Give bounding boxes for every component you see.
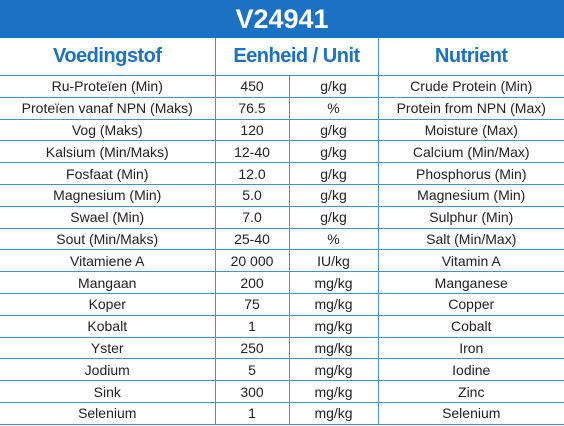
value: 300 bbox=[214, 380, 290, 403]
nutrient-af: Magnesium (Min) bbox=[0, 183, 216, 207]
table-row: Vog (Maks) 120 g/kg Moisture (Max) bbox=[0, 118, 564, 142]
table-row: Yster 250 mg/kg Iron bbox=[0, 336, 564, 360]
unit: g/kg bbox=[288, 140, 379, 164]
nutrient-en: Phosphorus (Min) bbox=[377, 162, 564, 185]
nutrient-en: Selenium bbox=[377, 401, 564, 425]
nutrient-af: Sink bbox=[0, 380, 216, 403]
unit: mg/kg bbox=[288, 292, 379, 316]
table-row: Fosfaat (Min) 12.0 g/kg Phosphorus (Min) bbox=[0, 162, 564, 185]
unit: % bbox=[288, 227, 379, 251]
value: 12-40 bbox=[214, 140, 290, 164]
unit: g/kg bbox=[288, 75, 379, 98]
table-body: Ru-Proteïen (Min) 450 g/kg Crude Protein (M… bbox=[0, 75, 564, 425]
nutrient-af: Swael (Min) bbox=[0, 205, 216, 229]
value: 75 bbox=[214, 292, 290, 316]
unit: mg/kg bbox=[288, 401, 379, 425]
nutrient-en: Crude Protein (Min) bbox=[377, 75, 564, 98]
value: 1 bbox=[214, 314, 290, 338]
table-row: Sout (Min/Maks) 25-40% Salt (Min/Max) bbox=[0, 227, 564, 251]
nutrient-en: Zinc bbox=[377, 380, 564, 403]
value: 1 bbox=[214, 401, 290, 425]
nutrient-en: Salt (Min/Max) bbox=[377, 227, 564, 251]
nutrient-af: Ru-Proteïen (Min) bbox=[0, 75, 216, 98]
value: 76.5 bbox=[214, 96, 290, 120]
unit: mg/kg bbox=[288, 358, 379, 382]
value: 250 bbox=[214, 336, 290, 360]
value: 7.0 bbox=[214, 205, 290, 229]
unit: g/kg bbox=[288, 205, 379, 229]
nutrient-af: Proteïen vanaf NPN (Maks) bbox=[0, 96, 216, 120]
table-row: Sink 300 mg/kg Zinc bbox=[0, 380, 564, 403]
value: 5.0 bbox=[214, 183, 290, 207]
unit: g/kg bbox=[288, 118, 379, 142]
table-row: Vitamiene A 20 000 IU/kg Vitamin A bbox=[0, 249, 564, 273]
unit: % bbox=[288, 96, 379, 120]
table-row: Mangaan 200 mg/kg Manganese bbox=[0, 271, 564, 294]
table-row: Kalsium (Min/Maks) 12-40 g/kg Calcium (Min/… bbox=[0, 140, 564, 164]
nutrient-af: Jodium bbox=[0, 358, 216, 382]
nutrient-af: Koper bbox=[0, 292, 216, 316]
nutrient-af: Mangaan bbox=[0, 271, 216, 294]
nutrient-en: Iron bbox=[377, 336, 564, 360]
nutrient-en: Moisture (Max) bbox=[377, 118, 564, 142]
nutrient-en: Cobalt bbox=[377, 314, 564, 338]
nutrient-af: Sout (Min/Maks) bbox=[0, 227, 216, 251]
table-row: Kobalt 1 mg/kg Cobalt bbox=[0, 314, 564, 338]
value: 25-40 bbox=[214, 227, 290, 251]
nutrient-en: Manganese bbox=[377, 271, 564, 294]
table-row: Swael (Min) 7.0 g/kg Sulphur (Min) bbox=[0, 205, 564, 229]
table-row: Jodium 5 mg/kg Iodine bbox=[0, 358, 564, 382]
nutrient-af: Selenium bbox=[0, 401, 216, 425]
unit: g/kg bbox=[288, 162, 379, 185]
title-bar: V24941 bbox=[0, 0, 564, 38]
value: 200 bbox=[214, 271, 290, 294]
table-row: Magnesium (Min) 5.0 g/kg Magnesium (Min) bbox=[0, 183, 564, 207]
header-cell: Eenheid / Unit bbox=[214, 38, 379, 76]
nutrient-af: Vitamiene A bbox=[0, 249, 216, 273]
nutrient-en: Magnesium (Min) bbox=[377, 183, 564, 207]
nutrient-en: Calcium (Min/Max) bbox=[377, 140, 564, 164]
nutrient-en: Iodine bbox=[377, 358, 564, 382]
header-cell: Nutrient bbox=[377, 38, 564, 76]
nutrient-en: Protein from NPN (Max) bbox=[377, 96, 564, 120]
value: 450 bbox=[214, 75, 290, 98]
table-row: Proteïen vanaf NPN (Maks) 76.5% Protein fr… bbox=[0, 96, 564, 120]
nutrient-af: Kalsium (Min/Maks) bbox=[0, 140, 216, 164]
unit: mg/kg bbox=[288, 380, 379, 403]
header-cell: Voedingstof bbox=[0, 38, 216, 76]
value: 12.0 bbox=[214, 162, 290, 185]
nutrient-en: Sulphur (Min) bbox=[377, 205, 564, 229]
table-row: Ru-Proteïen (Min) 450 g/kg Crude Protein (M… bbox=[0, 75, 564, 98]
value: 20 000 bbox=[214, 249, 290, 273]
unit: mg/kg bbox=[288, 271, 379, 294]
table-row: Selenium 1 mg/kg Selenium bbox=[0, 401, 564, 425]
nutrient-af: Yster bbox=[0, 336, 216, 360]
unit: mg/kg bbox=[288, 336, 379, 360]
table-row: Koper 75 mg/kg Copper bbox=[0, 292, 564, 316]
value: 5 bbox=[214, 358, 290, 382]
unit: g/kg bbox=[288, 183, 379, 207]
nutrient-table: Voedingstof Eenheid / Unit Nutrient Ru-P… bbox=[0, 38, 564, 425]
nutrient-af: Fosfaat (Min) bbox=[0, 162, 216, 185]
unit: IU/kg bbox=[288, 249, 379, 273]
value: 120 bbox=[214, 118, 290, 142]
nutrient-af: Vog (Maks) bbox=[0, 118, 216, 142]
nutrient-af: Kobalt bbox=[0, 314, 216, 338]
nutrient-en: Copper bbox=[377, 292, 564, 316]
header-row: Voedingstof Eenheid / Unit Nutrient bbox=[0, 38, 564, 76]
nutrient-en: Vitamin A bbox=[377, 249, 564, 273]
unit: mg/kg bbox=[288, 314, 379, 338]
